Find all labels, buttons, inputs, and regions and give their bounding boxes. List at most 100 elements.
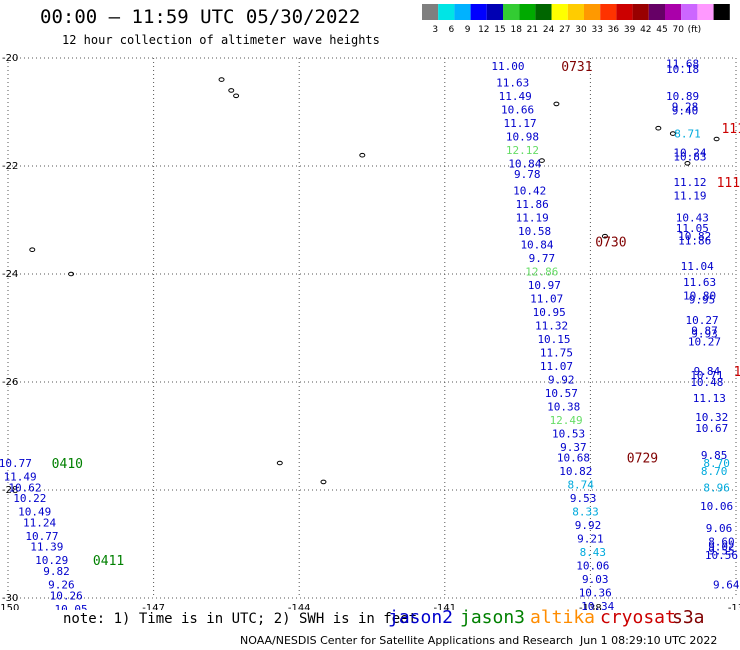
longitude-tick-label: -13 [728, 603, 740, 610]
wave-height-value: 9.92 [575, 519, 602, 532]
pass-time-label: 1115 [721, 122, 740, 137]
color-swatch [535, 4, 552, 20]
wave-height-value: 10.26 [50, 589, 83, 602]
longitude-tick-label: -138 [579, 603, 602, 610]
wave-height-value: 10.43 [676, 211, 709, 224]
wave-height-value: 10.97 [528, 279, 561, 292]
wave-height-value: 9.28 [672, 101, 699, 114]
wave-height-value: 10.06 [700, 500, 733, 513]
wave-height-value: 11.75 [540, 346, 573, 359]
longitude-tick-label: -141 [433, 603, 456, 610]
wave-height-value: 9.95 [689, 293, 716, 306]
wave-height-value: 9.84 [694, 365, 721, 378]
wave-height-value: 10.82 [678, 230, 711, 243]
wave-height-value: 11.68 [666, 57, 699, 70]
color-swatch [584, 4, 601, 20]
wave-height-value: 8.74 [567, 479, 594, 492]
color-swatch [438, 4, 455, 20]
wave-height-value: 9.77 [529, 252, 556, 265]
wave-height-value: 8.70 [703, 457, 730, 470]
wave-height-value: 9.21 [577, 533, 604, 546]
wave-height-value: 11.04 [681, 260, 714, 273]
color-scale-label: 24 [543, 25, 555, 35]
wave-height-value: 12.12 [506, 144, 539, 157]
wave-height-value: 11.13 [693, 392, 726, 405]
color-swatch [519, 4, 536, 20]
wave-height-value: 8.60 [708, 535, 735, 548]
wave-height-value: 9.55 [708, 544, 735, 557]
wave-height-value: 10.83 [673, 150, 706, 163]
wave-height-value: 8.70 [701, 465, 728, 478]
wave-height-value: 10.68 [557, 452, 590, 465]
island-outline [228, 88, 235, 93]
wave-height-value: 9.40 [672, 104, 699, 117]
island-outline [553, 101, 560, 107]
wave-height-value: 11.32 [535, 319, 568, 332]
pass-time-label: 1 [734, 365, 740, 380]
color-swatch [503, 4, 520, 20]
wave-height-value: 10.05 [55, 603, 88, 610]
color-scale-label: 18 [510, 25, 522, 35]
latitude-tick-label: -30 [2, 593, 18, 604]
island-outline [538, 158, 545, 163]
units-note: note: 1) Time is in UTC; 2) SWH is in fe… [63, 611, 418, 627]
pass-time-label: 0410 [52, 457, 83, 472]
wave-height-value: 9.02 [708, 541, 735, 554]
wave-height-value: 9.92 [548, 373, 575, 386]
wave-height-value: 11.49 [499, 90, 532, 103]
island-outline [320, 479, 327, 485]
wave-height-value: 10.38 [547, 400, 580, 413]
pass-time-label: 0411 [93, 554, 124, 569]
wave-height-value: 10.06 [576, 560, 609, 573]
island-outline [218, 77, 225, 82]
color-scale-bar: 3 6 9 12 15 18 21 24 27 30 33 36 39 42 45 70 (ft) [422, 4, 730, 35]
pass-time-label: 111 [717, 176, 740, 191]
island-outline [29, 247, 36, 252]
wave-height-value: 9.37 [560, 441, 587, 454]
wave-height-value: 11.07 [530, 292, 563, 305]
pass-time-label: 0730 [595, 236, 626, 251]
altimeter-map: -150 -147 -144 -141 -138 -13 -20 -22 -24 -26 -28 -3… [0, 53, 740, 610]
wave-height-value: 10.27 [685, 314, 718, 327]
wave-height-value: 12.49 [550, 414, 583, 427]
island-outline [68, 271, 75, 277]
latitude-tick-label: -26 [2, 377, 18, 388]
island-outline [233, 93, 240, 99]
island-outline [276, 460, 283, 466]
color-scale-label: 6 [449, 25, 455, 35]
wave-height-value: 10.36 [579, 587, 612, 600]
wave-height-value: 11.86 [678, 235, 711, 248]
wave-height-value: 10.57 [545, 387, 578, 400]
latitude-tick-label: -28 [2, 485, 18, 496]
wave-height-value: 10.48 [690, 376, 723, 389]
color-scale-label: 9 [465, 25, 471, 35]
generated-timestamp: Jun 1 08:29:10 UTC 2022 [580, 634, 718, 647]
wave-height-value: 10.95 [533, 306, 566, 319]
wave-height-value: 10.82 [559, 465, 592, 478]
wave-height-value: 10.32 [695, 411, 728, 424]
wave-height-value: 10.80 [683, 290, 716, 303]
color-swatch [665, 4, 682, 20]
longitude-tick-label: -144 [288, 603, 311, 610]
wave-height-value: 10.22 [13, 492, 46, 505]
wave-height-value: 10.34 [581, 600, 614, 610]
color-swatch [616, 4, 633, 20]
color-scale-label: 21 [527, 25, 538, 35]
wave-height-value: 10.98 [506, 130, 539, 143]
pass-time-label: 0731 [561, 60, 592, 75]
island-outline [359, 152, 366, 158]
island-outline [713, 136, 720, 142]
color-swatch [454, 4, 471, 20]
color-scale-label: (ft) [688, 25, 702, 35]
wave-height-value: 11.24 [23, 516, 56, 529]
wave-height-value: 10.66 [501, 103, 534, 116]
wave-height-value: 10.84 [520, 238, 553, 251]
color-swatch [600, 4, 617, 20]
wave-height-value: 9.03 [582, 573, 609, 586]
map-title: 00:00 — 11:59 UTC 05/30/2022 [40, 6, 361, 28]
color-scale-label: 39 [624, 25, 636, 35]
color-scale-label: 30 [575, 25, 587, 35]
wave-height-value: 8.43 [580, 546, 607, 559]
legend-entry-jason2: jason2 [388, 607, 454, 628]
wave-height-value: 11.05 [676, 222, 709, 235]
